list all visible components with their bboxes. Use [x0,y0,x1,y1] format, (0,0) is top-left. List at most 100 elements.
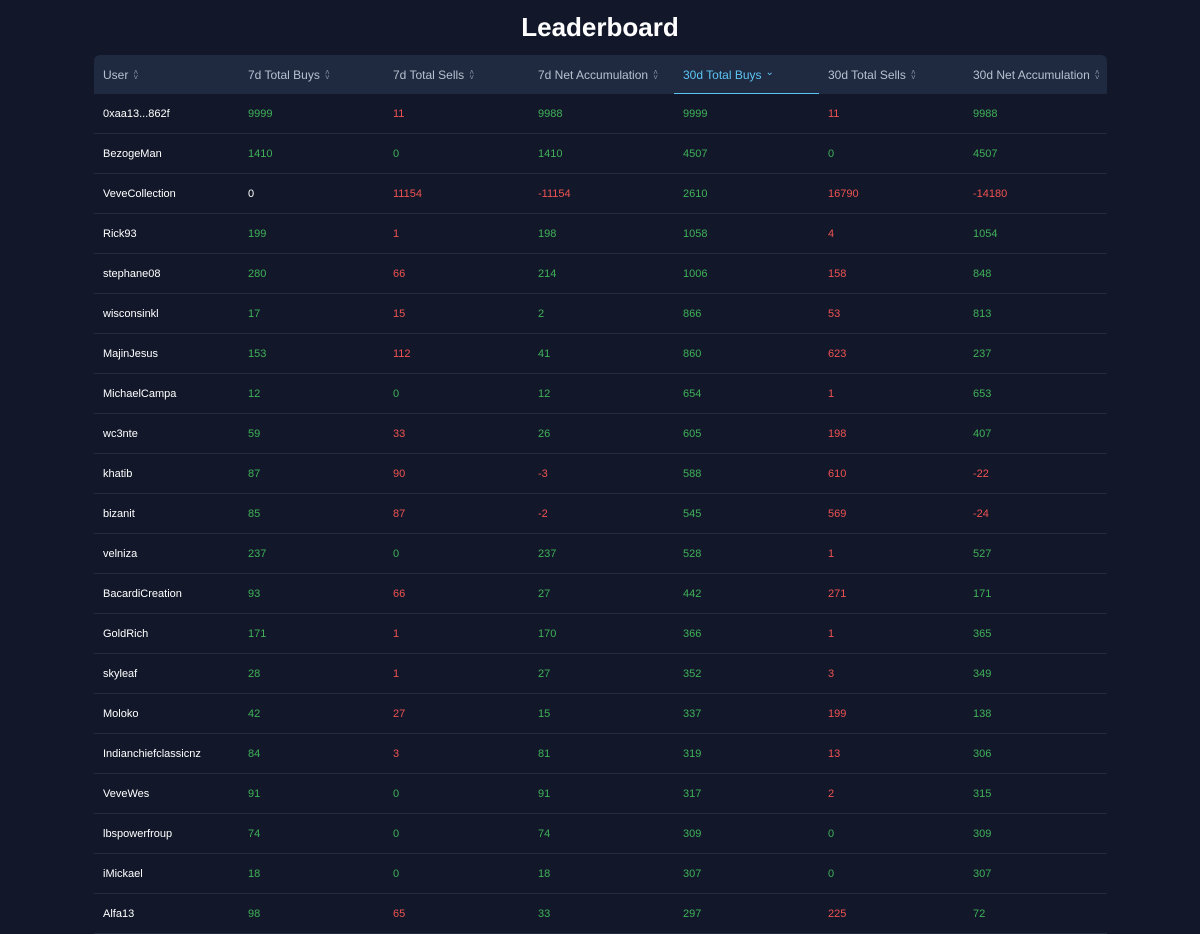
cell-30d-total-sells: 2 [828,787,835,800]
table-row[interactable]: stephane08 280 66 214 1006 158 848 [94,254,1107,294]
leaderboard-table: User ˄ ˅ 7d Total Buys ˄ ˅ 7d Total Sells ˄ ˅ 7d … [94,55,1107,934]
column-header-30d-net-accumulation[interactable]: 30d Net Accumulation ˄ ˅ [964,55,1107,94]
table-row[interactable]: GoldRich 171 1 170 366 1 365 [94,614,1107,654]
table-row[interactable]: wisconsinkl 17 15 2 866 53 813 [94,294,1107,334]
cell-7d-total-buys: 84 [248,747,261,760]
table-row[interactable]: khatib 87 90 -3 588 610 -22 [94,454,1107,494]
cell-7d-net-accumulation: 12 [538,387,551,400]
column-header-label: 7d Net Accumulation [538,67,649,82]
cell-7d-total-sells: 15 [393,307,406,320]
cell-30d-net-accumulation: 4507 [973,147,998,160]
cell-7d-total-buys: 199 [248,227,267,240]
cell-30d-total-sells: 53 [828,307,841,320]
cell-user: Indianchiefclassicnz [103,747,201,760]
cell-7d-total-sells: 1 [393,667,400,680]
table-row[interactable]: wc3nte 59 33 26 605 198 407 [94,414,1107,454]
cell-7d-net-accumulation: 74 [538,827,551,840]
cell-30d-total-buys: 307 [683,867,702,880]
sort-both-icon: ˄ ˅ [324,67,330,82]
cell-30d-total-sells: 1 [828,387,835,400]
table-row[interactable]: Moloko 42 27 15 337 199 138 [94,694,1107,734]
table-row[interactable]: velniza 237 0 237 528 1 527 [94,534,1107,574]
cell-30d-net-accumulation: 307 [973,867,992,880]
table-row[interactable]: Alfa13 98 65 33 297 225 72 [94,894,1107,934]
table-header: User ˄ ˅ 7d Total Buys ˄ ˅ 7d Total Sells ˄ ˅ 7d … [94,55,1107,94]
cell-7d-net-accumulation: 27 [538,667,551,680]
sort-both-icon: ˄ ˅ [911,67,916,82]
cell-7d-total-sells: 0 [393,387,400,400]
table-row[interactable]: VeveCollection 0 11154 -11154 2610 16790 -1418… [94,174,1107,214]
cell-7d-net-accumulation: 2 [538,307,545,320]
column-header-label: 30d Total Sells [828,67,906,82]
table-row[interactable]: iMickael 18 0 18 307 0 307 [94,854,1107,894]
table-row[interactable]: Rick93 199 1 198 1058 4 1054 [94,214,1107,254]
cell-7d-net-accumulation: 33 [538,907,551,920]
cell-7d-net-accumulation: 170 [538,627,557,640]
cell-7d-total-sells: 66 [393,267,406,280]
cell-30d-total-buys: 866 [683,307,702,320]
cell-user: lbspowerfroup [103,827,173,840]
cell-7d-total-buys: 42 [248,707,261,720]
table-row[interactable]: Indianchiefclassicnz 84 3 81 319 13 306 [94,734,1107,774]
cell-30d-total-sells: 1 [828,547,835,560]
cell-30d-total-buys: 860 [683,347,702,360]
table-row[interactable]: BezogeMan 1410 0 1410 4507 0 4507 [94,134,1107,174]
column-header-user[interactable]: User ˄ ˅ [94,55,239,94]
sort-both-icon: ˄ ˅ [1094,67,1100,82]
cell-30d-total-sells: 3 [828,667,835,680]
cell-7d-total-buys: 91 [248,787,261,800]
cell-30d-total-buys: 297 [683,907,702,920]
cell-7d-total-sells: 0 [393,867,400,880]
cell-7d-total-sells: 33 [393,427,406,440]
table-row[interactable]: bizanit 85 87 -2 545 569 -24 [94,494,1107,534]
cell-30d-total-sells: 0 [828,827,835,840]
cell-30d-total-sells: 199 [828,707,847,720]
table-body: 0xaa13...862f 9999 11 9988 9999 11 9988 BezogeM… [94,94,1107,934]
cell-30d-total-buys: 1058 [683,227,708,240]
column-header-30d-total-sells[interactable]: 30d Total Sells ˄ ˅ [819,55,964,94]
column-header-label: User [103,67,129,82]
cell-30d-total-sells: 569 [828,507,847,520]
column-header-7d-total-sells[interactable]: 7d Total Sells ˄ ˅ [384,55,529,94]
cell-30d-net-accumulation: 349 [973,667,992,680]
cell-30d-total-buys: 528 [683,547,702,560]
column-header-30d-total-buys[interactable]: 30d Total Buys ⌄ [674,55,819,94]
cell-7d-total-sells: 11154 [393,187,422,200]
cell-30d-total-buys: 1006 [683,267,708,280]
cell-7d-total-buys: 74 [248,827,261,840]
cell-7d-total-sells: 1 [393,627,400,640]
cell-user: skyleaf [103,667,138,680]
table-row[interactable]: BacardiCreation 93 66 27 442 271 171 [94,574,1107,614]
column-header-7d-total-buys[interactable]: 7d Total Buys ˄ ˅ [239,55,384,94]
cell-user: bizanit [103,507,135,520]
cell-30d-total-buys: 4507 [683,147,708,160]
table-row[interactable]: VeveWes 91 0 91 317 2 315 [94,774,1107,814]
column-header-7d-net-accumulation[interactable]: 7d Net Accumulation ˄ ˅ [529,55,674,94]
column-header-label: 30d Total Buys [683,67,762,82]
cell-30d-total-sells: 158 [828,267,847,280]
table-row[interactable]: lbspowerfroup 74 0 74 309 0 309 [94,814,1107,854]
cell-30d-total-sells: 225 [828,907,847,920]
cell-30d-net-accumulation: -22 [973,467,989,480]
column-header-label: 7d Total Buys [248,67,320,82]
cell-7d-net-accumulation: -11154 [538,187,571,200]
cell-30d-total-buys: 588 [683,467,702,480]
cell-30d-total-sells: 13 [828,747,841,760]
cell-30d-total-buys: 442 [683,587,702,600]
cell-30d-total-buys: 337 [683,707,702,720]
cell-30d-net-accumulation: 1054 [973,227,998,240]
cell-7d-total-sells: 27 [393,707,406,720]
table-row[interactable]: skyleaf 28 1 27 352 3 349 [94,654,1107,694]
table-row[interactable]: MajinJesus 153 112 41 860 623 237 [94,334,1107,374]
cell-7d-net-accumulation: 91 [538,787,551,800]
cell-30d-net-accumulation: 138 [973,707,992,720]
cell-30d-net-accumulation: 407 [973,427,992,440]
cell-7d-total-sells: 0 [393,547,400,560]
cell-7d-total-buys: 280 [248,267,267,280]
cell-30d-net-accumulation: 309 [973,827,992,840]
cell-user: wisconsinkl [103,307,159,320]
table-row[interactable]: MichaelCampa 12 0 12 654 1 653 [94,374,1107,414]
table-row[interactable]: 0xaa13...862f 9999 11 9988 9999 11 9988 [94,94,1107,134]
cell-7d-net-accumulation: 198 [538,227,557,240]
cell-7d-total-sells: 66 [393,587,406,600]
